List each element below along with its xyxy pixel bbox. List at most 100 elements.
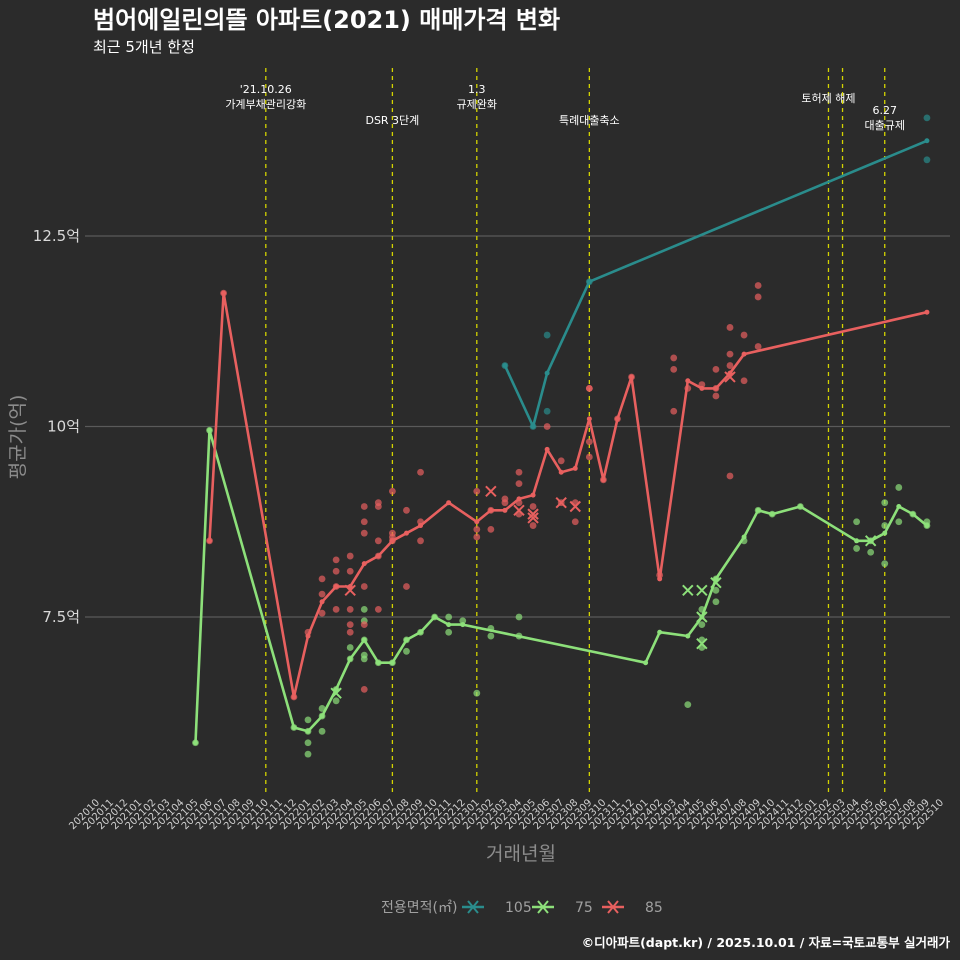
legend-label-105: 105 [505, 900, 532, 916]
line-vertex-75 [403, 637, 409, 643]
line-vertex-75 [446, 622, 452, 628]
event-label: 대출규제 [864, 119, 904, 132]
data-point-85 [332, 556, 340, 564]
legend-label-75: 75 [575, 900, 593, 916]
line-vertex-85 [291, 694, 297, 700]
legend-key-mark-105 [467, 900, 479, 914]
event-label: 규제완화 [457, 98, 497, 111]
data-point-85 [318, 575, 326, 583]
data-point-85 [670, 407, 678, 415]
event-label: 가계부채관리강화 [225, 98, 306, 111]
data-point-85 [726, 362, 734, 369]
line-vertex-85 [741, 351, 747, 357]
event-label: '21.10.26 [240, 83, 292, 96]
data-point-85 [670, 354, 678, 362]
line-vertex-75 [432, 614, 438, 620]
line-vertex-85 [502, 507, 508, 513]
cancelled-mark-75 [696, 584, 708, 597]
line-vertex-75 [361, 637, 367, 643]
data-point-75 [698, 621, 706, 629]
data-point-75 [304, 750, 312, 758]
data-point-85 [515, 468, 523, 476]
data-point-85 [346, 628, 354, 636]
data-point-85 [318, 609, 326, 617]
legend-key-mark-75 [537, 900, 549, 914]
data-point-85 [740, 331, 748, 339]
line-vertex-105 [502, 363, 508, 369]
series-line-105 [503, 139, 928, 428]
line-vertex-75 [291, 724, 297, 730]
data-point-75 [853, 518, 861, 526]
data-point-85 [360, 621, 368, 629]
line-vertex-85 [544, 446, 550, 452]
line-vertex-85 [375, 553, 381, 559]
y-tick-label: 12.5억 [33, 227, 80, 245]
line-vertex-75 [347, 656, 353, 662]
data-point-75 [881, 499, 889, 507]
axis-layer: 7.5억10억12.5억2020102020112020122021012021… [33, 227, 946, 832]
data-point-75 [712, 586, 720, 594]
line-vertex-85 [600, 477, 606, 483]
data-point-85 [346, 567, 354, 575]
line-vertex-75 [643, 660, 649, 666]
cancelled-mark-75 [696, 637, 708, 650]
data-point-85 [754, 293, 762, 301]
series-105 [501, 114, 931, 430]
data-point-85 [473, 525, 481, 533]
y-axis-title: 평균가(억) [7, 395, 29, 480]
data-point-85 [332, 567, 340, 575]
cancelled-mark-85 [724, 371, 736, 383]
data-point-85 [712, 365, 720, 373]
data-point-85 [740, 377, 748, 385]
cancelled-mark-75 [682, 584, 694, 597]
data-point-75 [318, 727, 326, 735]
line-vertex-85 [207, 538, 213, 544]
cancelled-mark-85 [344, 584, 356, 597]
data-point-85 [403, 583, 410, 590]
series-layer [192, 114, 931, 758]
chart-title: 범어에일린의뜰 아파트(2021) 매매가격 변화 [93, 6, 560, 34]
data-point-85 [557, 457, 565, 465]
data-point-85 [571, 518, 579, 526]
cancelled-mark-85 [555, 496, 567, 509]
line-vertex-75 [896, 504, 902, 510]
line-vertex-85 [347, 584, 353, 590]
line-vertex-85 [474, 519, 480, 525]
line-vertex-85 [221, 290, 227, 296]
data-point-85 [473, 533, 481, 541]
data-point-75 [332, 697, 340, 705]
data-point-85 [417, 468, 424, 476]
data-point-85 [670, 365, 678, 373]
line-vertex-85 [614, 416, 620, 422]
data-point-85 [374, 605, 382, 613]
line-vertex-75 [755, 507, 761, 513]
data-point-75 [346, 644, 354, 651]
cancelled-mark-85 [513, 504, 525, 517]
data-point-85 [754, 282, 762, 289]
data-point-75 [360, 655, 368, 663]
data-point-105 [923, 156, 931, 164]
data-point-85 [515, 480, 523, 488]
data-point-75 [445, 628, 453, 636]
series-85 [206, 282, 930, 701]
line-vertex-85 [418, 523, 424, 529]
data-point-85 [487, 525, 495, 533]
line-vertex-75 [192, 740, 198, 746]
data-point-85 [346, 552, 354, 560]
line-vertex-85 [558, 469, 564, 475]
line-vertex-85 [713, 385, 719, 391]
line-vertex-85 [389, 538, 395, 544]
line-vertex-85 [572, 465, 578, 471]
data-point-85 [360, 583, 368, 590]
data-point-85 [346, 605, 354, 613]
data-point-105 [543, 331, 551, 339]
data-point-85 [360, 529, 368, 537]
line-vertex-75 [418, 629, 424, 635]
data-point-85 [543, 423, 551, 430]
data-point-75 [403, 647, 410, 655]
data-point-85 [374, 499, 382, 507]
data-point-75 [895, 518, 903, 526]
